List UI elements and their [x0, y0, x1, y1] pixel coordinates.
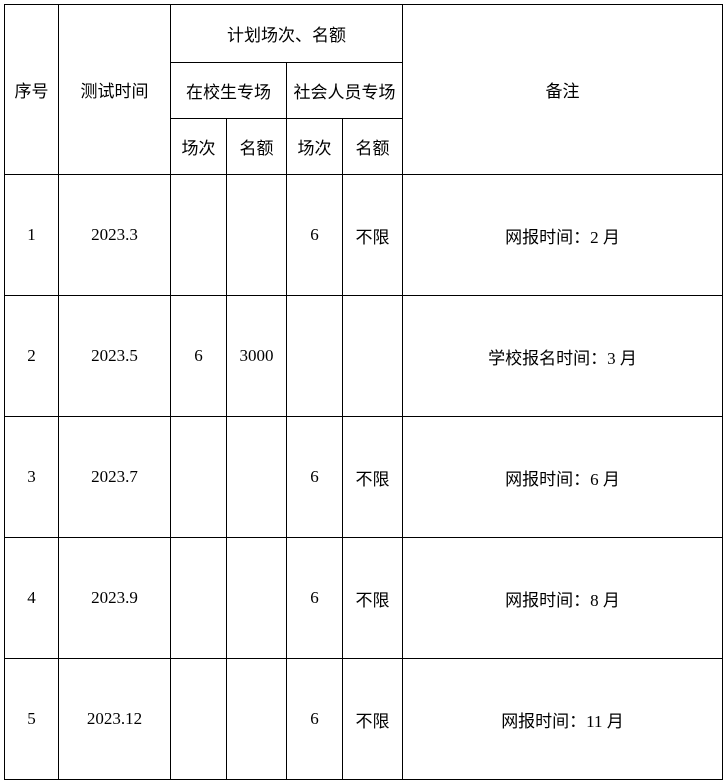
cell-stu-quota [227, 175, 287, 296]
cell-soc-quota: 不限 [343, 175, 403, 296]
cell-seq: 1 [5, 175, 59, 296]
cell-stu-sess [171, 659, 227, 780]
cell-time: 2023.5 [59, 296, 171, 417]
cell-stu-sess: 6 [171, 296, 227, 417]
table-row: 3 2023.7 6 不限 网报时间：6 月 [5, 417, 723, 538]
col-soc-sessions: 场次 [287, 119, 343, 175]
col-social-group: 社会人员专场 [287, 63, 403, 119]
cell-time: 2023.3 [59, 175, 171, 296]
cell-soc-quota [343, 296, 403, 417]
col-note: 备注 [403, 5, 723, 175]
cell-seq: 5 [5, 659, 59, 780]
cell-time: 2023.12 [59, 659, 171, 780]
cell-seq: 4 [5, 538, 59, 659]
table-row: 2 2023.5 6 3000 学校报名时间：3 月 [5, 296, 723, 417]
col-plan-group: 计划场次、名额 [171, 5, 403, 63]
cell-note: 学校报名时间：3 月 [403, 296, 723, 417]
cell-soc-sess: 6 [287, 175, 343, 296]
col-student-group: 在校生专场 [171, 63, 287, 119]
cell-stu-quota [227, 417, 287, 538]
cell-note: 网报时间：8 月 [403, 538, 723, 659]
cell-soc-sess: 6 [287, 659, 343, 780]
table-row: 1 2023.3 6 不限 网报时间：2 月 [5, 175, 723, 296]
col-stu-quota: 名额 [227, 119, 287, 175]
col-test-time: 测试时间 [59, 5, 171, 175]
col-soc-quota: 名额 [343, 119, 403, 175]
cell-soc-quota: 不限 [343, 659, 403, 780]
cell-stu-quota [227, 659, 287, 780]
col-stu-sessions: 场次 [171, 119, 227, 175]
cell-stu-sess [171, 538, 227, 659]
table-row: 4 2023.9 6 不限 网报时间：8 月 [5, 538, 723, 659]
cell-note: 网报时间：6 月 [403, 417, 723, 538]
cell-soc-sess: 6 [287, 538, 343, 659]
cell-seq: 2 [5, 296, 59, 417]
cell-stu-quota: 3000 [227, 296, 287, 417]
cell-time: 2023.7 [59, 417, 171, 538]
cell-soc-sess [287, 296, 343, 417]
table-body: 1 2023.3 6 不限 网报时间：2 月 2 2023.5 6 3000 学… [5, 175, 723, 780]
schedule-table: 序号 测试时间 计划场次、名额 备注 在校生专场 社会人员专场 场次 名额 场次… [4, 4, 723, 780]
cell-note: 网报时间：11 月 [403, 659, 723, 780]
cell-soc-quota: 不限 [343, 538, 403, 659]
cell-time: 2023.9 [59, 538, 171, 659]
cell-soc-quota: 不限 [343, 417, 403, 538]
cell-stu-sess [171, 175, 227, 296]
cell-stu-quota [227, 538, 287, 659]
col-seq: 序号 [5, 5, 59, 175]
cell-soc-sess: 6 [287, 417, 343, 538]
table-header: 序号 测试时间 计划场次、名额 备注 在校生专场 社会人员专场 场次 名额 场次… [5, 5, 723, 175]
cell-stu-sess [171, 417, 227, 538]
table-row: 5 2023.12 6 不限 网报时间：11 月 [5, 659, 723, 780]
cell-seq: 3 [5, 417, 59, 538]
cell-note: 网报时间：2 月 [403, 175, 723, 296]
